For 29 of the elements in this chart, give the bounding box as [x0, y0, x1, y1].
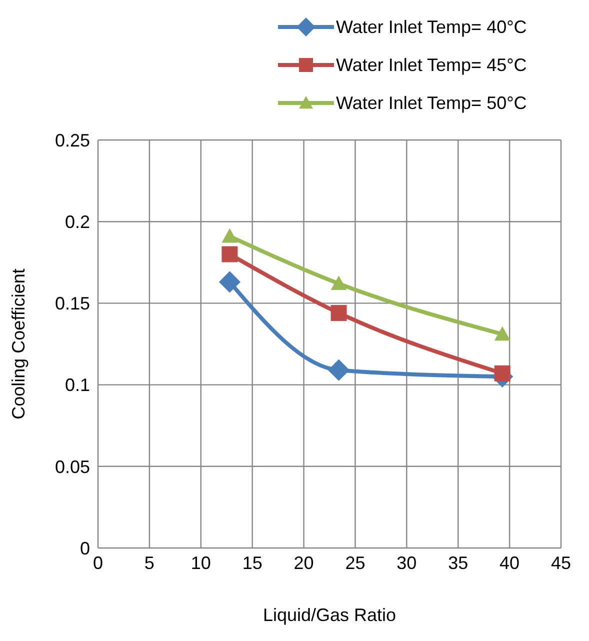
y-tick-label: 0: [80, 538, 90, 558]
x-tick-label: 20: [294, 552, 314, 573]
x-tick-label: 0: [92, 552, 104, 573]
point: [218, 271, 240, 293]
x-tick-label: 5: [144, 552, 154, 573]
y-tick-label: 0.25: [54, 130, 90, 150]
point: [330, 304, 347, 321]
x-tick-label: 15: [242, 552, 262, 573]
point: [330, 276, 347, 290]
legend-label: Water Inlet Temp= 40°C: [336, 16, 527, 38]
point: [222, 246, 238, 262]
x-tick-label: 30: [396, 552, 417, 573]
point: [494, 365, 510, 382]
y-axis-title: Cooling Coefficient: [8, 268, 28, 420]
y-tick-label: 0.15: [54, 294, 90, 314]
point: [222, 228, 238, 243]
y-tick-label: 0.05: [54, 456, 90, 477]
x-tick-label: 35: [448, 552, 468, 573]
x-tick-label: 25: [345, 552, 366, 573]
x-axis-title: Liquid/Gas Ratio: [262, 604, 396, 625]
x-tick-label: 10: [190, 552, 211, 573]
legend-label: Water Inlet Temp= 45°C: [336, 54, 527, 76]
legend-label: Water Inlet Temp= 50°C: [336, 92, 527, 114]
x-tick-label: 40: [500, 552, 520, 573]
point: [494, 326, 510, 341]
x-tick-label: 45: [550, 552, 572, 573]
point: [328, 359, 350, 381]
y-tick-label: 0.2: [64, 212, 90, 232]
y-tick-label: 0.1: [64, 375, 90, 396]
